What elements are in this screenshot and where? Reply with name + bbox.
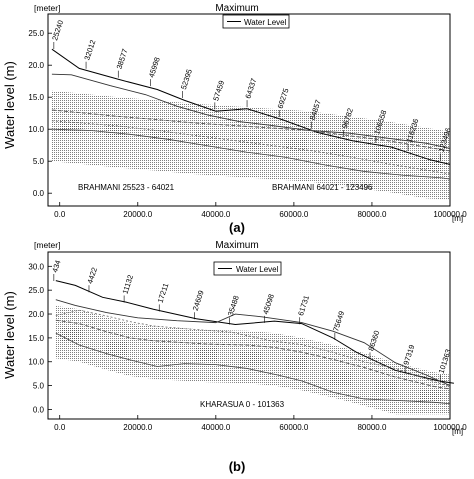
panel-a: [meter] Maximum Water level (m) 0.0 5.0 10… xyxy=(2,3,467,235)
panel-b-x-tick-label: 40000.0 xyxy=(201,423,230,432)
panel-b-series-line-5 xyxy=(55,332,451,405)
panel-a-plot-frame xyxy=(47,13,451,207)
panel-b-cross-section-blob xyxy=(60,327,83,342)
panel-a-chainage-label: 69275 xyxy=(276,87,291,110)
panel-b-series-line-2 xyxy=(55,299,451,387)
panel-b-chainage-label: 86360 xyxy=(366,329,381,352)
panel-a-y-tick-label: 25.0 xyxy=(28,29,44,38)
panel-a-series-line-5 xyxy=(51,128,451,180)
panel-a-y-tick-label: 15.0 xyxy=(28,93,44,102)
panel-b-chainage-label: 61731 xyxy=(296,294,311,317)
panel-a-cross-section-blob xyxy=(239,134,262,149)
panel-a-y-tick-label: 0.0 xyxy=(33,189,45,198)
panel-b-title: Maximum xyxy=(215,240,258,251)
panel-b-caption: (b) xyxy=(229,459,246,474)
panel-b-cross-section-blob xyxy=(329,371,352,386)
panel-b-x-tick-label: 60000.0 xyxy=(279,423,308,432)
panel-a-x-tick-label: 20000.0 xyxy=(123,210,152,219)
panel-b-y-tick-label: 25.0 xyxy=(28,286,44,295)
panel-a-unit-label: [meter] xyxy=(34,3,60,13)
panel-b-chainage-label: 45098 xyxy=(261,293,276,316)
panel-a-x-tick-label: 60000.0 xyxy=(279,210,308,219)
panel-a-cross-section-blob xyxy=(195,132,218,147)
panel-a-cross-section-blob xyxy=(374,147,397,162)
panel-a-cross-section-blob xyxy=(150,129,173,144)
panel-b-y-tick-label: 20.0 xyxy=(28,310,44,319)
panel-a-series-line-3 xyxy=(51,109,451,152)
panel-a-series-line-2 xyxy=(51,73,451,149)
panel-b-x-unit: [m] xyxy=(452,427,463,436)
panel-b-chainage-label: 4422 xyxy=(85,266,99,285)
panel-b-x-tick-label: 0.0 xyxy=(54,423,66,432)
panel-b-river-bed-band xyxy=(55,305,451,415)
panel-b-cross-section-blob xyxy=(195,347,218,362)
panel-a-chainage-label: 38577 xyxy=(115,48,130,71)
panel-b-chainage-label: 97319 xyxy=(401,344,416,367)
panel-a-y-tick-label: 10.0 xyxy=(28,125,44,134)
panel-a-chainage-label: 45998 xyxy=(147,56,162,79)
panel-b-series-line-4 xyxy=(55,309,451,387)
panel-b-y-tick-label: 0.0 xyxy=(33,405,45,414)
panel-a-x-tick-label: 100000.0 xyxy=(433,210,467,219)
panel-b-y-tick-label: 10.0 xyxy=(28,358,44,367)
panel-a-cross-section-blob xyxy=(284,137,307,152)
panel-b-legend-box xyxy=(213,261,282,276)
panel-b-unit-label: [meter] xyxy=(34,240,60,250)
panel-b-chainage-label: 434 xyxy=(50,259,62,274)
panel-b-cross-section-blob xyxy=(239,350,262,365)
panel-b-chainage-label: 11132 xyxy=(120,274,135,296)
panel-a-series-line-1 xyxy=(51,48,451,165)
panel-a-legend-box xyxy=(222,14,290,29)
panel-a-chainage-label: 32012 xyxy=(82,39,97,62)
panel-a-cross-section-blob xyxy=(60,119,83,134)
panel-a-river-bed-band xyxy=(51,90,450,200)
panel-b-chainage-label: 75649 xyxy=(331,310,346,333)
panel-a-x-unit: [m] xyxy=(452,214,463,223)
panel-a-series-line-4 xyxy=(51,120,451,175)
panel-b-y-axis-label: Water level (m) xyxy=(2,291,17,379)
panel-b: [meter] Maximum Water level (m) 0.0 5.0 10… xyxy=(2,240,467,474)
panel-a-cross-section-blob xyxy=(329,142,352,157)
panel-a-caption: (a) xyxy=(229,220,245,235)
panel-a-y-axis-label: Water level (m) xyxy=(2,61,17,149)
panel-b-x-tick-label: 100000.0 xyxy=(433,423,467,432)
panel-b-cross-section-blob xyxy=(284,355,307,370)
panel-a-y-tick-label: 5.0 xyxy=(33,157,45,166)
panel-b-chainage-label: 35488 xyxy=(226,295,241,318)
panel-a-x-tick-label: 80000.0 xyxy=(357,210,386,219)
panel-b-cross-section-blob xyxy=(105,341,128,356)
panel-b-x-tick-label: 20000.0 xyxy=(123,423,152,432)
panel-b-x-tick-label: 80000.0 xyxy=(357,423,386,432)
panel-b-cross-section-blob xyxy=(374,380,397,395)
panel-b-plot-frame xyxy=(47,251,451,420)
panel-a-chainage-label: 64337 xyxy=(243,77,258,100)
panel-b-y-tick-label: 15.0 xyxy=(28,334,44,343)
panel-a-chainage-label: 25240 xyxy=(50,19,65,42)
panel-a-legend: Water Level xyxy=(222,14,290,29)
panel-a-title: Maximum xyxy=(215,3,258,14)
panel-b-cross-section-blob xyxy=(150,346,173,361)
panel-b-chainage-label: 17211 xyxy=(156,282,171,304)
panel-b-series-line-1 xyxy=(55,280,454,384)
panel-b-legend: Water Level xyxy=(213,261,282,276)
panel-b-series-line-3 xyxy=(55,319,451,390)
panel-b-y-tick-label: 5.0 xyxy=(33,382,45,391)
panel-b-chainage-label: 24609 xyxy=(191,289,206,312)
panel-b-y-tick-label: 30.0 xyxy=(28,262,44,271)
panel-b-legend-label: Water Level xyxy=(236,265,279,274)
panel-a-chainage-label: 52395 xyxy=(179,68,194,91)
panel-a-chainage-label: 57459 xyxy=(211,79,226,102)
panel-a-legend-label: Water Level xyxy=(244,18,287,27)
panel-a-reach-label-2: BRAHMANI 64021 - 123496 xyxy=(272,183,373,192)
panel-a-x-tick-label: 0.0 xyxy=(54,210,66,219)
panel-b-reach-label-1: KHARASUA 0 - 101363 xyxy=(200,400,285,409)
panel-b-cross-section-blob xyxy=(419,390,442,405)
panel-a-y-tick-label: 20.0 xyxy=(28,61,44,70)
panel-a-reach-label-1: BRAHMANI 25523 - 64021 xyxy=(78,183,175,192)
panel-a-x-tick-label: 40000.0 xyxy=(201,210,230,219)
